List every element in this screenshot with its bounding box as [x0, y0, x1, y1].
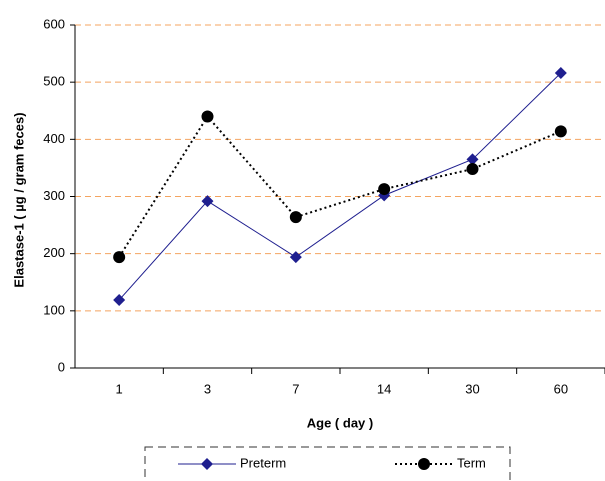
data-point — [290, 251, 302, 263]
y-tick-label: 0 — [58, 359, 65, 374]
series-line — [119, 73, 561, 300]
y-tick-label: 300 — [43, 188, 65, 203]
data-point — [290, 211, 302, 223]
x-tick-label: 30 — [465, 381, 479, 396]
legend-label: Preterm — [240, 455, 286, 470]
y-tick-label: 400 — [43, 131, 65, 146]
legend-marker — [418, 458, 430, 470]
x-tick-label: 60 — [554, 381, 568, 396]
x-tick-label: 7 — [292, 381, 299, 396]
chart: Age ( day ) Elastase-1 ( µg / gram feces… — [0, 0, 605, 481]
legend-label: Term — [457, 455, 486, 470]
x-tick-label: 1 — [116, 381, 123, 396]
data-point — [202, 110, 214, 122]
data-point — [555, 125, 567, 137]
data-point — [467, 163, 479, 175]
y-axis-label: Elastase-1 ( µg / gram feces) — [11, 112, 26, 287]
x-axis-label: Age ( day ) — [307, 415, 373, 430]
x-tick-label: 3 — [204, 381, 211, 396]
y-tick-label: 600 — [43, 16, 65, 31]
y-tick-label: 200 — [43, 245, 65, 260]
y-tick-label: 500 — [43, 74, 65, 89]
y-tick-label: 100 — [43, 302, 65, 317]
data-point — [378, 183, 390, 195]
data-point — [113, 251, 125, 263]
x-tick-label: 14 — [377, 381, 391, 396]
legend-marker — [201, 458, 213, 470]
